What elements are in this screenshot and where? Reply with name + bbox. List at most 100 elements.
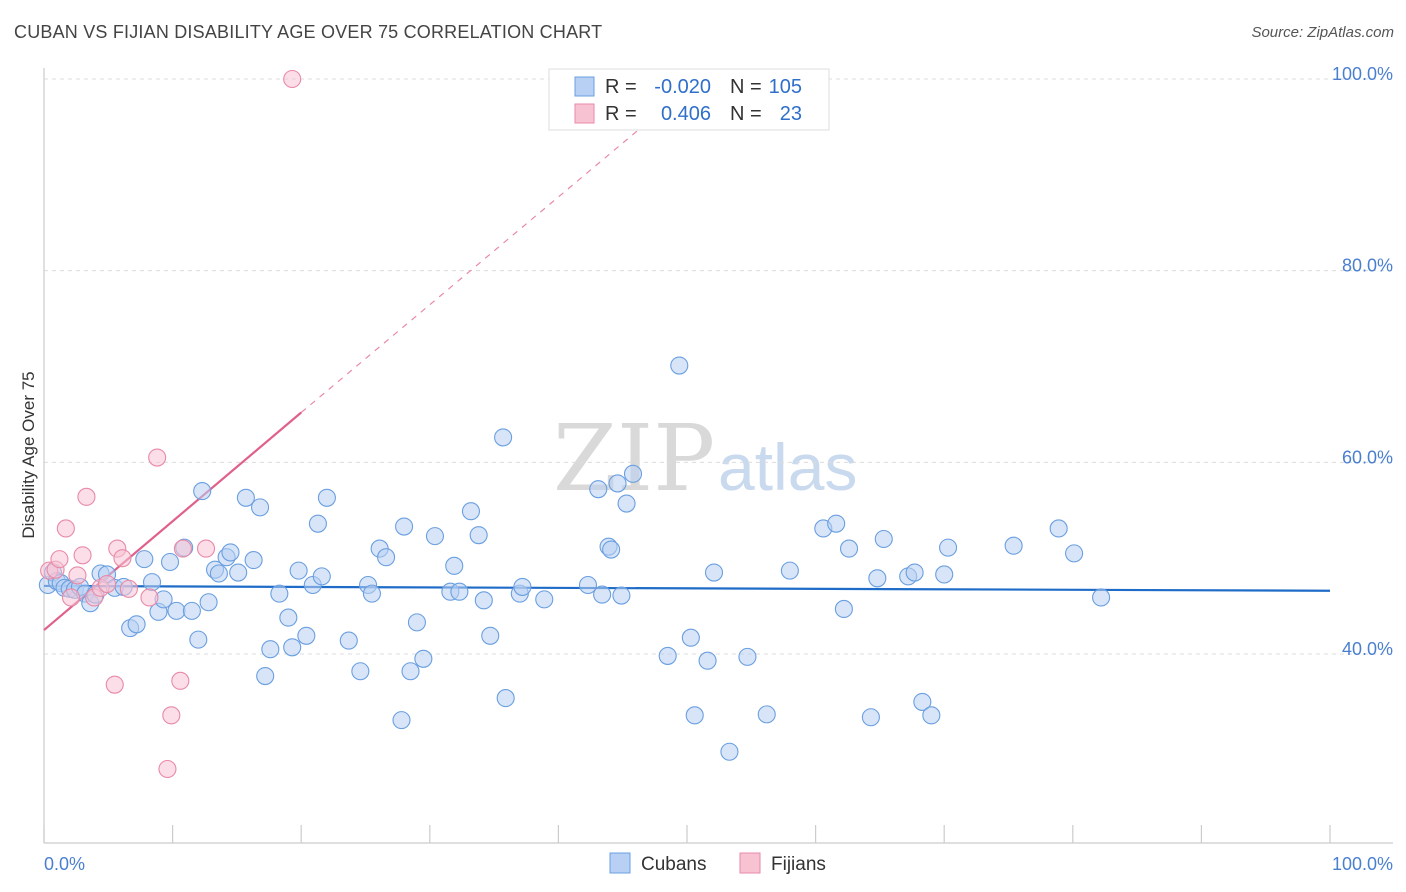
cubans-point [209, 564, 228, 583]
y-tick-label: 60.0% [1342, 447, 1393, 467]
fijians-point [77, 487, 96, 506]
cubans-point [623, 464, 643, 483]
cubans-point [407, 613, 426, 632]
fijians-point [56, 519, 75, 538]
cubans-points [38, 356, 1111, 761]
cubans-point [250, 498, 270, 517]
cubans-point [160, 552, 180, 572]
cubans-point [445, 556, 464, 575]
fijians-point [148, 448, 167, 467]
cubans-point [481, 626, 500, 645]
cubans-point [425, 527, 444, 546]
cubans-trend-line [43, 584, 1331, 592]
cubans-point [496, 689, 515, 708]
fijians-point [50, 550, 69, 569]
cubans-point [681, 628, 700, 647]
cubans-point [362, 584, 381, 603]
cubans-point [922, 706, 941, 725]
cubans-point [395, 517, 414, 536]
cubans-point [704, 563, 724, 582]
cubans-point [905, 563, 924, 582]
cubans-point [1004, 536, 1023, 555]
cubans-point [698, 651, 717, 670]
fijians-trend-extension [300, 126, 643, 413]
page-title: CUBAN VS FIJIAN DISABILITY AGE OVER 75 C… [14, 22, 603, 42]
cubans-point [261, 640, 280, 659]
bottom-legend-label-fijians: Fijians [771, 854, 826, 875]
cubans-point [450, 582, 469, 601]
fijians-point [162, 706, 181, 725]
cubans-point [608, 474, 627, 493]
cubans-point [199, 593, 218, 612]
cubans-point [757, 705, 776, 724]
cubans-point [593, 585, 612, 604]
legend-r-label-2: R = [605, 103, 637, 125]
cubans-point [1092, 588, 1111, 607]
fijians-point [140, 588, 159, 607]
cubans-point [939, 538, 958, 557]
cubans-point [193, 482, 212, 501]
legend-n-value-2: 23 [780, 103, 802, 125]
correlation-legend: R = -0.020 N = 105 R = 0.406 N = 23 [548, 68, 830, 131]
cubans-point [913, 692, 932, 711]
legend-n-value-1: 105 [769, 76, 802, 98]
cubans-point [270, 584, 289, 603]
fijians-point [119, 579, 138, 598]
x-tick-label-max: 100.0% [1332, 854, 1393, 874]
cubans-point [612, 586, 631, 605]
y-tick-label: 40.0% [1342, 639, 1393, 659]
cubans-point [312, 567, 331, 586]
legend-r-value-2: 0.406 [661, 103, 711, 125]
fijians-point [68, 566, 87, 585]
cubans-point [414, 649, 433, 668]
cubans-point [1065, 544, 1084, 563]
cubans-point [868, 569, 887, 588]
legend-r-label-1: R = [605, 76, 637, 98]
cubans-point [827, 514, 846, 533]
cubans-point [685, 706, 704, 725]
legend-swatch-cubans [574, 76, 595, 97]
y-axis-label: Disability Age Over 75 [19, 371, 38, 538]
cubans-point [401, 662, 420, 681]
cubans-point [339, 631, 358, 650]
cubans-point [127, 615, 146, 634]
cubans-point [780, 561, 799, 580]
source-label: Source: ZipAtlas.com [1251, 24, 1394, 41]
cubans-point [461, 502, 481, 521]
cubans-point [839, 539, 859, 558]
x-tick-label-min: 0.0% [44, 854, 85, 874]
cubans-point [474, 591, 493, 610]
fijians-point [105, 675, 124, 694]
y-tick-labels: 40.0% 60.0% 80.0% 100.0% [1332, 64, 1393, 659]
fijians-point [158, 759, 177, 779]
cubans-point [308, 514, 327, 533]
cubans-point [602, 540, 621, 559]
fijians-points [40, 69, 302, 779]
cubans-point [229, 563, 248, 582]
cubans-point [244, 551, 263, 570]
cubans-point [182, 601, 201, 620]
cubans-point [283, 638, 302, 657]
x-ticks [43, 825, 1331, 843]
fijians-point [97, 574, 117, 594]
cubans-point [535, 590, 554, 609]
legend-n-label-2: N = [730, 103, 762, 125]
fijians-point [171, 671, 190, 690]
cubans-point [1049, 519, 1068, 538]
cubans-point [279, 608, 298, 627]
bottom-legend-swatch-fijians [739, 852, 761, 874]
cubans-point [861, 708, 880, 727]
cubans-point [513, 577, 532, 596]
fijians-point [61, 588, 81, 607]
cubans-point [670, 356, 689, 375]
cubans-point [658, 646, 677, 665]
cubans-point [720, 742, 739, 761]
cubans-point [469, 526, 488, 545]
fijians-point [173, 539, 192, 558]
watermark-atlas: atlas [718, 430, 857, 504]
fijians-point [196, 539, 216, 558]
bottom-legend-swatch-cubans [609, 852, 631, 874]
cubans-point [167, 601, 186, 620]
cubans-point [236, 488, 255, 507]
